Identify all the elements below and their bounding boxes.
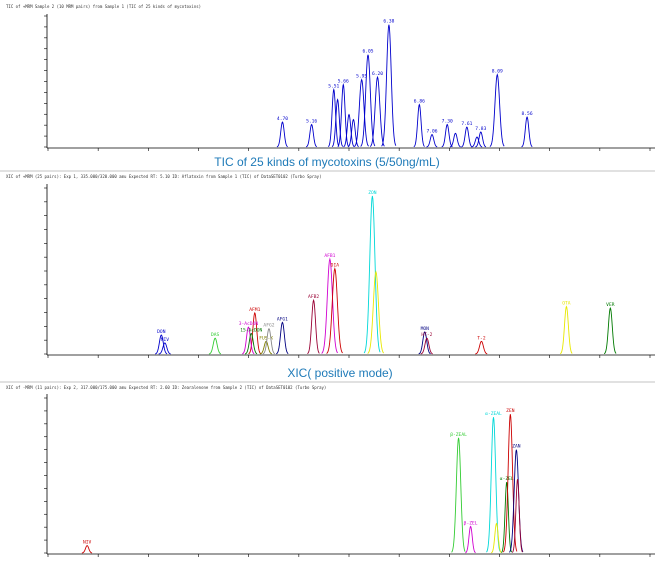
peak-trace	[337, 82, 349, 147]
peak-label: FUS-X	[259, 335, 273, 341]
panel-xic-positive-caption: XIC( positive mode)	[287, 366, 392, 380]
peak-trace	[321, 257, 338, 354]
peak-trace	[369, 75, 385, 147]
peak-label: 4.70	[277, 116, 288, 122]
peak-label: 5.51	[328, 84, 339, 90]
peak-label: DAS	[211, 332, 220, 338]
peak-label: 6.05	[362, 49, 373, 55]
peak-label: MON	[421, 326, 430, 332]
peak-trace	[307, 298, 320, 355]
peak-trace	[305, 123, 318, 148]
panel-xic-negative: XIC of -MRM (11 pairs): Exp 2, 317.000/1…	[6, 385, 655, 557]
peak-trace	[244, 332, 258, 355]
peak-label: NIV	[83, 540, 92, 546]
peak-trace	[331, 98, 344, 148]
peak-label: 7.30	[442, 119, 453, 125]
peak-trace	[262, 327, 275, 355]
peak-label: 3-AcDON	[239, 321, 259, 327]
peak-label: OTA	[562, 301, 571, 307]
peak-label: T-2	[477, 335, 486, 341]
peak-label: 7.06	[426, 129, 437, 135]
peak-label: 6.38	[383, 19, 394, 25]
peak-trace	[511, 479, 523, 553]
peak-label: 8.56	[522, 111, 533, 117]
peak-label: ZEN	[506, 408, 515, 414]
panel-xic-negative-header: XIC of -MRM (11 pairs): Exp 2, 317.000/1…	[6, 385, 326, 390]
panel-tic: TIC of +MRM Sample 2 (10 MRM pairs) from…	[6, 4, 655, 169]
peak-trace	[155, 334, 168, 355]
peak-trace	[441, 123, 453, 148]
peak-trace	[327, 88, 340, 148]
peak-label: 8.09	[492, 69, 503, 75]
peak-trace	[489, 73, 505, 147]
peak-trace	[248, 311, 261, 355]
peak-trace	[461, 126, 473, 148]
peak-trace	[501, 482, 513, 553]
peak-label: AFG1	[277, 316, 288, 322]
peak-label: 5.95	[356, 74, 367, 80]
peak-trace	[360, 54, 376, 147]
peak-label: β-ZEL	[464, 520, 478, 526]
panel-tic-header: TIC of +MRM Sample 2 (10 MRM pairs) from…	[6, 4, 201, 9]
peak-label: 7.83	[475, 126, 486, 132]
peak-trace	[603, 307, 617, 355]
peak-trace	[276, 121, 288, 148]
peak-label: AFM1	[249, 307, 260, 313]
peak-trace	[475, 131, 487, 148]
peak-label: α-ZEAL	[485, 411, 502, 417]
peak-trace	[475, 340, 488, 355]
peak-trace	[418, 331, 431, 355]
panel-xic-positive: XIC of +MRM (25 pairs): Exp 1, 335.000/3…	[6, 174, 655, 380]
peak-trace	[381, 24, 397, 147]
peak-trace	[521, 116, 533, 148]
peak-trace	[451, 437, 466, 553]
peak-label: ZAN	[512, 444, 521, 450]
peak-label: AFB1	[324, 253, 335, 259]
panel-xic-negative-plot: NIV β-ZEAL β-ZEL α-ZEAL α-ZEL ZEN ZAN	[44, 397, 651, 557]
peak-label: ZON	[368, 190, 377, 196]
peak-label: 7.61	[461, 121, 472, 127]
peak-label: 5.16	[306, 119, 317, 125]
peak-trace	[276, 321, 289, 355]
peak-trace	[449, 132, 461, 148]
peak-trace	[81, 545, 93, 554]
peak-trace	[343, 113, 355, 148]
peak-trace	[158, 342, 171, 355]
peak-label: 6.20	[372, 71, 383, 77]
peak-trace	[259, 340, 273, 355]
peak-trace	[471, 136, 483, 148]
peak-label: DON	[157, 329, 166, 335]
panel-xic-positive-header: XIC of +MRM (25 pairs): Exp 1, 335.000/3…	[6, 174, 321, 179]
peak-label: AFG2	[263, 323, 274, 329]
peak-trace	[363, 195, 381, 354]
peak-trace	[354, 78, 369, 147]
peak-trace	[426, 133, 438, 148]
peak-trace	[465, 525, 476, 554]
panel-tic-caption: TIC of 25 kinds of mycotoxins (5/50ng/mL…	[214, 155, 439, 169]
peak-label: β-ZEAL	[450, 432, 467, 438]
peak-trace	[413, 103, 425, 148]
peak-label: α-ZEL	[500, 476, 514, 482]
peak-trace	[491, 522, 502, 554]
peak-trace	[326, 267, 343, 354]
panel-tic-plot: 4.70 5.16 5.515.66 5.95 6.05 6.20 6.38 6.86 7.06…	[44, 15, 651, 151]
peak-label: 6.86	[414, 99, 425, 105]
peak-trace	[367, 270, 385, 354]
peak-trace	[347, 118, 359, 148]
peak-trace	[420, 337, 433, 355]
peak-label: NIV	[161, 337, 170, 343]
peak-label: HT-2	[421, 332, 432, 338]
peak-trace	[560, 305, 573, 355]
peak-label: 5.66	[338, 79, 349, 85]
peak-label: AFB2	[308, 294, 319, 300]
peak-trace	[208, 337, 222, 355]
peak-label: DIA	[331, 263, 340, 269]
peak-label: 15-AcDON	[240, 327, 262, 333]
peak-trace	[242, 326, 255, 355]
peak-label: VER	[606, 302, 615, 308]
